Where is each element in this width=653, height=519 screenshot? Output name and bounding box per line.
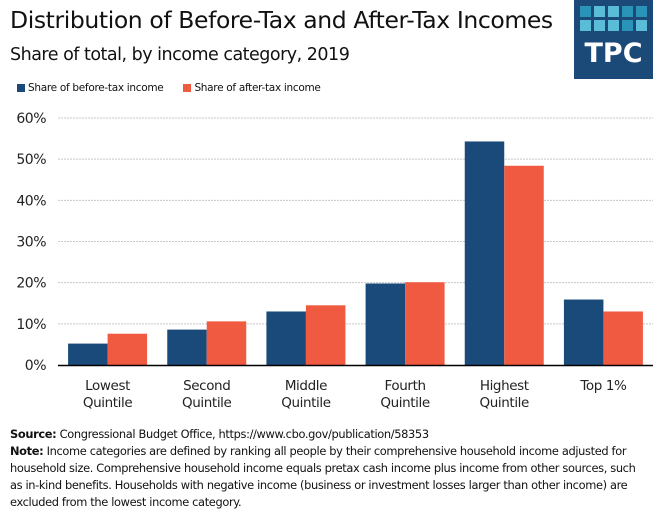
bar-after-tax (305, 305, 346, 365)
bar-before-tax (365, 283, 406, 365)
legend: Share of before-tax income Share of afte… (17, 82, 321, 94)
note-label: Note: (10, 444, 44, 458)
legend-item-after-tax: Share of after-tax income (183, 82, 321, 94)
bar-after-tax (107, 333, 148, 365)
x-tick-label: Quintile (182, 395, 231, 411)
logo-tile (622, 6, 633, 17)
bar-before-tax (68, 343, 108, 365)
tpc-logo: TPC (574, 0, 653, 79)
chart-title: Distribution of Before-Tax and After-Tax… (10, 6, 553, 34)
logo-tile (636, 20, 647, 31)
bar-after-tax (206, 321, 247, 365)
source-line: Source: Congressional Budget Office, htt… (10, 426, 650, 443)
x-tick-label: Quintile (83, 395, 132, 411)
x-tick-label: Highest (480, 378, 529, 394)
logo-text: TPC (584, 38, 643, 69)
legend-item-before-tax: Share of before-tax income (17, 82, 164, 94)
chart-subtitle: Share of total, by income category, 2019 (10, 45, 350, 65)
source-label: Source: (10, 427, 57, 441)
logo-tile (608, 20, 619, 31)
bar-after-tax (504, 165, 544, 365)
x-tick-label: Quintile (480, 395, 529, 411)
legend-swatch-after-tax (183, 84, 192, 92)
x-tick-label: Lowest (85, 378, 130, 394)
logo-tile (608, 6, 619, 17)
bar-before-tax (167, 329, 207, 365)
y-tick-label: 60% (16, 111, 46, 127)
logo-tile (580, 6, 591, 17)
bar-before-tax (266, 311, 306, 365)
note-line: Note: Income categories are defined by r… (10, 443, 650, 511)
footer: Source: Congressional Budget Office, htt… (10, 426, 650, 511)
legend-label-after-tax: Share of after-tax income (194, 82, 321, 94)
x-tick-label: Quintile (281, 395, 330, 411)
y-tick-label: 20% (16, 276, 46, 292)
legend-label-before-tax: Share of before-tax income (28, 82, 164, 94)
logo-tile (594, 6, 605, 17)
y-tick-label: 10% (16, 317, 46, 333)
legend-swatch-before-tax (17, 84, 25, 92)
source-text: Congressional Budget Office, https://www… (56, 427, 429, 441)
x-tick-label: Second (183, 378, 230, 394)
bar-before-tax (464, 141, 505, 365)
bar-after-tax (603, 311, 643, 365)
y-tick-label: 50% (16, 152, 46, 168)
x-tick-label: Top 1% (579, 378, 627, 394)
logo-tile (636, 6, 647, 17)
bar-chart: 0%10%20%30%40%50%60%LowestQuintileSecond… (16, 111, 653, 411)
note-text: Income categories are defined by ranking… (10, 444, 636, 509)
x-tick-label: Fourth (385, 378, 426, 394)
logo-tile (594, 20, 605, 31)
x-tick-label: Quintile (380, 395, 429, 411)
tpc-grid-icon (580, 6, 647, 31)
y-tick-label: 0% (25, 358, 46, 374)
y-tick-label: 40% (16, 193, 46, 209)
bar-before-tax (563, 299, 604, 365)
y-tick-label: 30% (16, 235, 46, 251)
logo-tile (580, 20, 591, 31)
x-tick-label: Middle (285, 378, 327, 394)
logo-tile (622, 20, 633, 31)
bar-after-tax (405, 282, 445, 365)
